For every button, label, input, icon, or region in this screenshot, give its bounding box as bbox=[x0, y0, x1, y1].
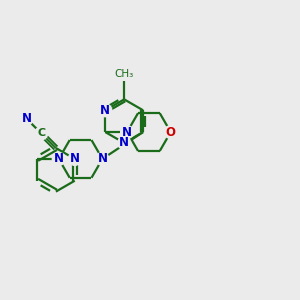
Text: C: C bbox=[37, 128, 45, 138]
Circle shape bbox=[164, 126, 177, 139]
Circle shape bbox=[20, 112, 33, 125]
Text: N: N bbox=[98, 152, 107, 165]
Text: CH₃: CH₃ bbox=[115, 69, 134, 79]
Circle shape bbox=[99, 104, 112, 117]
Text: O: O bbox=[166, 126, 176, 139]
Text: N: N bbox=[119, 136, 129, 149]
Text: N: N bbox=[54, 152, 64, 165]
Text: N: N bbox=[70, 152, 80, 165]
Text: N: N bbox=[100, 104, 110, 117]
Circle shape bbox=[35, 127, 48, 140]
Text: N: N bbox=[122, 126, 132, 139]
Circle shape bbox=[118, 136, 130, 149]
Circle shape bbox=[68, 152, 81, 165]
Text: N: N bbox=[22, 112, 32, 125]
Circle shape bbox=[96, 152, 109, 165]
Circle shape bbox=[121, 126, 134, 139]
Circle shape bbox=[52, 152, 65, 165]
